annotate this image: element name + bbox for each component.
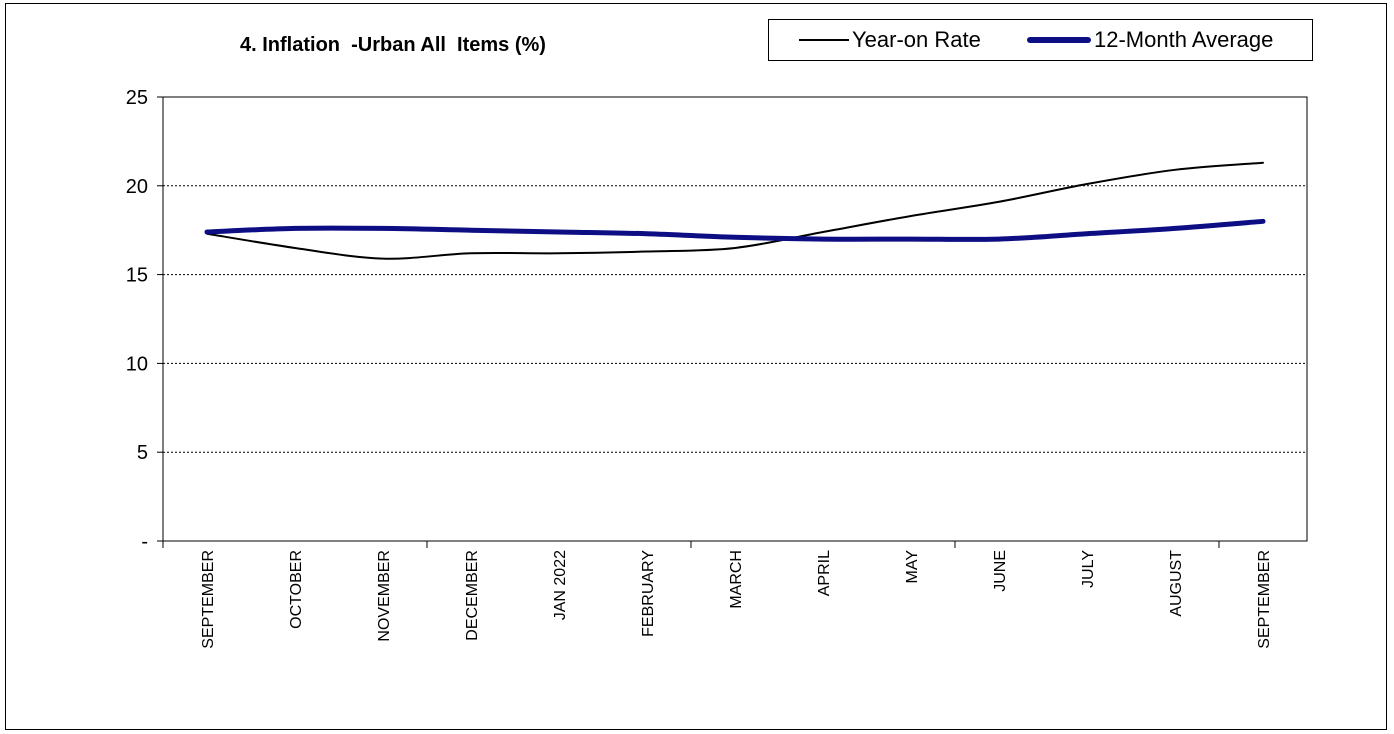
legend-label-12-month-average: 12-Month Average xyxy=(1094,26,1274,52)
x-tick-label: FEBRUARY xyxy=(640,550,657,637)
y-tick-label: 20 xyxy=(126,176,148,198)
x-tick-label: MAY xyxy=(904,550,921,584)
x-tick-label: SEPTEMBER xyxy=(200,550,217,649)
legend-swatch-year-on-rate xyxy=(799,38,849,41)
x-tick-label: JUNE xyxy=(992,550,1009,592)
x-tick-label: APRIL xyxy=(816,550,833,596)
plot-area xyxy=(162,96,1308,542)
legend: Year-on Rate 12-Month Average xyxy=(768,19,1313,61)
y-tick-label: 25 xyxy=(126,87,148,109)
x-tick-label: JAN 2022 xyxy=(552,550,569,620)
x-tick-label: AUGUST xyxy=(1168,550,1185,617)
series-line-12-month-average xyxy=(204,218,1266,242)
legend-label-year-on-rate: Year-on Rate xyxy=(852,26,981,52)
legend-swatch-12-month-average xyxy=(1027,36,1091,43)
x-tick-label: SEPTEMBER xyxy=(1256,550,1273,649)
legend-item-12-month-average: 12-Month Average xyxy=(1027,20,1273,59)
x-tick-label: OCTOBER xyxy=(288,550,305,629)
chart-frame xyxy=(5,3,1387,730)
y-tick-label: 15 xyxy=(126,265,148,287)
x-tick-label: DECEMBER xyxy=(464,550,481,641)
y-tick-label: - xyxy=(141,531,148,553)
x-tick-label: NOVEMBER xyxy=(376,550,393,642)
chart-title: 4. Inflation -Urban All Items (%) xyxy=(240,34,546,56)
x-tick-label: MARCH xyxy=(728,550,745,609)
x-tick-label: JULY xyxy=(1080,550,1097,588)
y-tick-label: 10 xyxy=(126,353,148,375)
series-line-year-on-rate xyxy=(206,161,1264,260)
y-tick-label: 5 xyxy=(137,442,148,464)
legend-item-year-on-rate: Year-on Rate xyxy=(799,20,981,59)
